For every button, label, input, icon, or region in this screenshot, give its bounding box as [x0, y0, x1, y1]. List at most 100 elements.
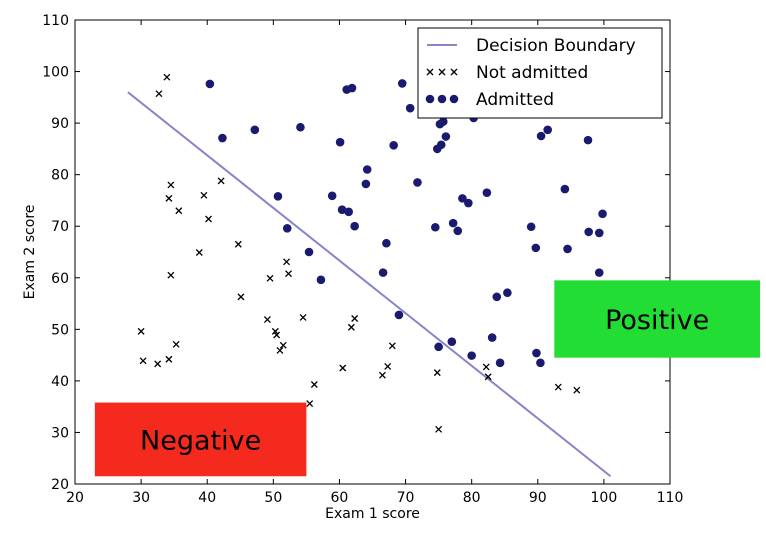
x-marker-stroke	[200, 191, 208, 199]
not-admitted-point	[154, 360, 162, 368]
admitted-point	[453, 226, 463, 236]
not-admitted-point	[433, 369, 441, 377]
admitted-point	[337, 205, 347, 215]
not-admitted-point	[165, 355, 173, 363]
x-marker-stroke	[433, 369, 441, 377]
admitted-point	[327, 191, 337, 201]
x-marker-stroke	[450, 68, 458, 76]
admitted-point	[347, 83, 357, 93]
admitted-point	[205, 79, 215, 89]
legend-box	[417, 27, 663, 119]
not-admitted-point	[175, 207, 183, 215]
y-tick-label: 110	[42, 13, 69, 29]
not-admitted-point	[205, 215, 213, 223]
legend-x-marker	[426, 68, 434, 76]
points-layer	[137, 73, 607, 433]
x-marker-stroke	[237, 293, 245, 301]
x-marker-stroke	[482, 363, 490, 371]
admitted-point	[250, 125, 260, 135]
admitted-point	[492, 292, 502, 302]
legend-x-marker	[450, 68, 458, 76]
admitted-point	[413, 178, 422, 187]
not-admitted-point	[347, 323, 355, 331]
admitted-point	[598, 209, 607, 219]
admitted-point	[495, 358, 505, 368]
x-marker-stroke	[165, 194, 173, 202]
admitted-point	[543, 125, 552, 135]
not-admitted-point	[285, 270, 292, 278]
not-admitted-point	[155, 90, 163, 98]
admitted-point	[594, 268, 604, 277]
not-admitted-point	[339, 364, 347, 372]
admitted-point	[464, 198, 473, 208]
not-admitted-point	[283, 258, 291, 266]
negative-region-label: Negative	[140, 425, 261, 456]
not-admitted-point	[299, 314, 307, 321]
x-tick-label: 100	[591, 490, 618, 506]
admitted-point	[389, 140, 398, 150]
y-axis-label: Exam 2 score	[22, 205, 38, 300]
x-marker-stroke	[339, 364, 347, 372]
not-admitted-point	[351, 315, 359, 322]
legend-dot-marker	[449, 94, 459, 104]
x-tick-label: 50	[264, 490, 282, 506]
admitted-point	[526, 222, 536, 232]
not-admitted-point	[167, 181, 175, 189]
admitted-point	[316, 275, 326, 285]
x-marker-stroke	[299, 314, 307, 321]
not-admitted-point	[195, 249, 203, 256]
x-marker-stroke	[154, 360, 162, 368]
x-marker-stroke	[426, 68, 434, 76]
x-marker-stroke	[384, 362, 392, 370]
x-marker-stroke	[195, 249, 203, 256]
decision-boundary-line	[127, 91, 612, 478]
not-admitted-point	[573, 386, 581, 394]
admitted-point	[382, 238, 391, 248]
x-marker-stroke	[234, 240, 242, 248]
y-tick-label: 30	[51, 425, 69, 441]
admitted-point	[273, 192, 283, 201]
legend-dot-marker	[425, 94, 435, 104]
admitted-point	[531, 243, 541, 253]
x-marker-stroke	[279, 341, 287, 349]
not-admitted-point	[279, 341, 287, 349]
admitted-point	[394, 310, 404, 320]
x-tick-label: 30	[132, 490, 150, 506]
x-tick-label: 60	[331, 490, 349, 506]
x-marker-stroke	[351, 315, 359, 322]
negative-region-box	[94, 402, 307, 477]
not-admitted-point	[263, 316, 271, 323]
admitted-point	[282, 223, 292, 233]
x-tick-label: 70	[397, 490, 415, 506]
x-marker-stroke	[573, 386, 581, 394]
admitted-point	[405, 103, 415, 113]
x-marker-stroke	[554, 383, 562, 391]
admitted-point	[350, 221, 359, 231]
not-admitted-point	[482, 363, 490, 371]
admitted-point	[563, 244, 572, 254]
admitted-point	[436, 140, 446, 150]
admitted-point	[560, 184, 570, 194]
x-marker-stroke	[285, 270, 292, 278]
x-marker-stroke	[137, 327, 145, 335]
x-marker-stroke	[435, 425, 443, 433]
not-admitted-point	[137, 327, 145, 335]
x-marker-stroke	[438, 68, 446, 76]
x-marker-stroke	[484, 373, 492, 381]
x-tick-label: 110	[657, 490, 684, 506]
positive-region-box	[554, 280, 760, 358]
not-admitted-point	[163, 73, 171, 81]
not-admitted-point	[200, 191, 208, 199]
x-marker-stroke	[271, 327, 279, 335]
not-admitted-point	[271, 327, 279, 335]
x-marker-stroke	[378, 371, 386, 379]
not-admitted-point	[554, 383, 562, 391]
x-marker-stroke	[163, 73, 171, 81]
admitted-point	[344, 207, 354, 217]
x-marker-stroke	[167, 181, 175, 189]
x-tick-label: 20	[66, 490, 84, 506]
x-marker-stroke	[283, 258, 291, 266]
admitted-point	[458, 194, 467, 203]
legend-admitted-swatch	[425, 94, 459, 104]
